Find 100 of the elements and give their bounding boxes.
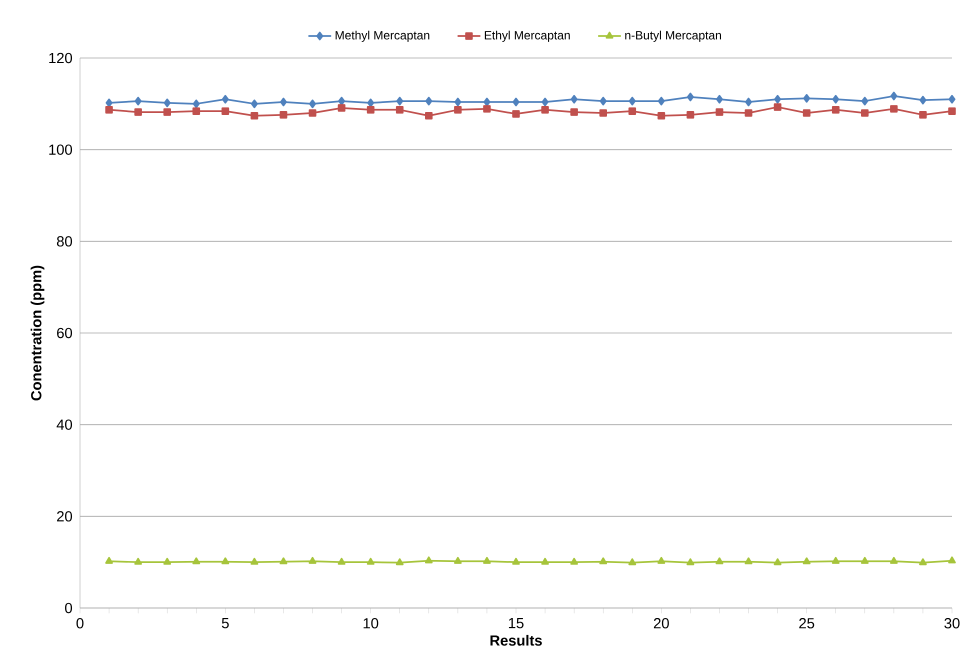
- x-tick-label: 30: [944, 618, 960, 628]
- y-tick-label: 120: [49, 52, 72, 64]
- point: [454, 106, 462, 114]
- x-tick-label: 5: [222, 618, 229, 628]
- point: [541, 558, 549, 565]
- point: [745, 98, 752, 106]
- point: [222, 107, 230, 115]
- point: [163, 558, 172, 565]
- point: [599, 557, 608, 564]
- point: [686, 111, 694, 119]
- point: [164, 98, 171, 108]
- point: [774, 558, 782, 566]
- point: [832, 94, 840, 104]
- point: [366, 106, 374, 114]
- point: [860, 556, 869, 564]
- point: [483, 556, 491, 564]
- point: [424, 556, 433, 564]
- point: [948, 94, 956, 104]
- x-tick-label: 0: [76, 618, 84, 628]
- point: [280, 111, 288, 119]
- point: [338, 96, 346, 106]
- point: [890, 92, 898, 100]
- point: [628, 558, 636, 566]
- point: [134, 108, 142, 116]
- legend-label: Methyl Mercaptan: [336, 30, 430, 42]
- y-axis-title: Conentration (ppm): [30, 266, 44, 400]
- y-tick-label: 40: [56, 419, 72, 430]
- point: [716, 557, 724, 564]
- point: [628, 96, 636, 106]
- point: [803, 94, 810, 103]
- point: [396, 558, 404, 566]
- point: [861, 96, 868, 106]
- legend-label: Ethyl Mercaptan: [484, 30, 570, 42]
- y-tick-label: 80: [56, 236, 72, 247]
- point: [192, 107, 200, 115]
- point: [744, 109, 752, 117]
- point: [250, 99, 258, 108]
- point: [861, 109, 869, 117]
- y-tick-label: 60: [57, 328, 72, 338]
- point: [308, 109, 316, 117]
- point: [832, 106, 840, 114]
- point: [570, 558, 578, 565]
- point: [948, 107, 956, 115]
- point: [338, 104, 346, 112]
- point: [686, 92, 694, 102]
- point: [658, 112, 666, 120]
- legend-label: n-Butyl Mercaptan: [625, 30, 722, 42]
- point: [832, 556, 840, 564]
- x-tick-label: 25: [799, 618, 814, 628]
- point: [222, 94, 229, 104]
- point: [744, 557, 752, 564]
- point: [890, 105, 898, 113]
- x-tick-label: 20: [654, 618, 669, 628]
- point: [919, 111, 927, 119]
- x-axis-title: Results: [490, 634, 542, 646]
- point: [919, 558, 927, 566]
- point: [134, 96, 142, 106]
- point: [192, 557, 200, 564]
- point: [774, 94, 782, 104]
- point: [890, 556, 898, 564]
- point: [280, 98, 287, 106]
- point: [802, 109, 810, 117]
- point: [919, 96, 926, 104]
- point: [396, 106, 404, 114]
- point: [105, 556, 113, 564]
- y-tick-label: 100: [49, 144, 72, 155]
- point: [512, 558, 520, 565]
- point: [541, 106, 549, 114]
- point: [134, 558, 142, 565]
- point: [309, 99, 316, 108]
- point: [454, 556, 462, 564]
- point: [512, 98, 520, 106]
- point: [658, 96, 665, 106]
- point: [308, 556, 316, 564]
- point: [454, 98, 462, 106]
- x-tick-label: 15: [508, 618, 524, 628]
- point: [366, 558, 375, 565]
- y-tick-label: 0: [65, 602, 72, 614]
- point: [599, 109, 608, 117]
- point: [600, 96, 607, 106]
- point: [512, 110, 520, 118]
- point: [802, 557, 811, 564]
- point: [542, 98, 549, 106]
- point: [105, 106, 113, 114]
- point: [628, 107, 636, 115]
- point: [280, 557, 288, 564]
- point: [425, 96, 432, 106]
- y-tick-label: 20: [57, 511, 72, 522]
- point: [570, 108, 578, 116]
- point: [396, 96, 404, 106]
- point: [570, 94, 578, 104]
- point: [250, 112, 258, 120]
- point: [192, 99, 200, 108]
- point: [774, 103, 782, 111]
- point: [221, 557, 230, 564]
- point: [425, 112, 433, 120]
- point: [686, 558, 694, 566]
- point: [657, 556, 666, 564]
- point: [948, 556, 956, 564]
- point: [163, 108, 172, 116]
